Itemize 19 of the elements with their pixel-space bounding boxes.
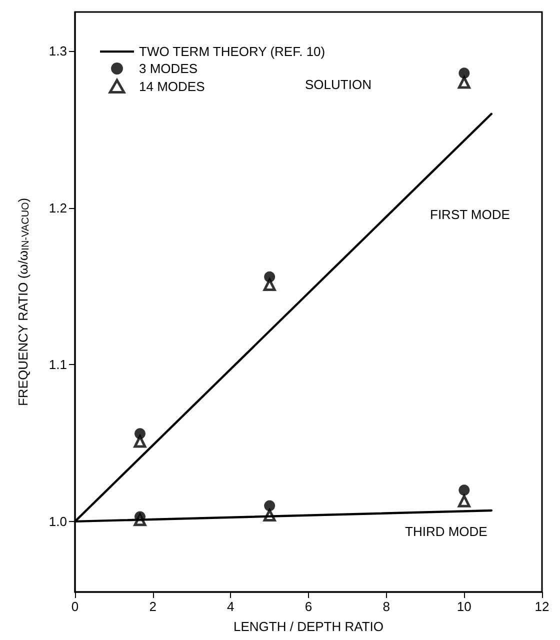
- x-tick-label: 4: [227, 599, 234, 614]
- y-tick-label: 1.0: [48, 514, 67, 529]
- x-tick-label: 10: [456, 599, 472, 614]
- legend-label: 14 MODES: [139, 78, 206, 94]
- legend-label: 3 MODES: [139, 61, 198, 76]
- x-tick-label: 8: [382, 599, 390, 614]
- x-axis-title: LENGTH / DEPTH RATIO: [234, 619, 384, 634]
- x-tick-label: 2: [149, 599, 156, 614]
- annotation: THIRD MODE: [405, 524, 488, 539]
- x-tick-label: 6: [304, 599, 312, 614]
- y-axis-title: FREQUENCY RATIO (ω/ωIN-VACUO): [16, 198, 32, 406]
- annotation: SOLUTION: [305, 77, 372, 92]
- annotation: FIRST MODE: [430, 207, 510, 222]
- x-tick-label: 12: [534, 599, 550, 614]
- y-tick-label: 1.2: [48, 200, 67, 216]
- y-tick-label: 1.1: [48, 357, 67, 372]
- y-tick-label: 1.3: [48, 44, 67, 59]
- x-tick-label: 0: [71, 599, 79, 614]
- legend-label: TWO TERM THEORY (REF. 10): [139, 44, 326, 59]
